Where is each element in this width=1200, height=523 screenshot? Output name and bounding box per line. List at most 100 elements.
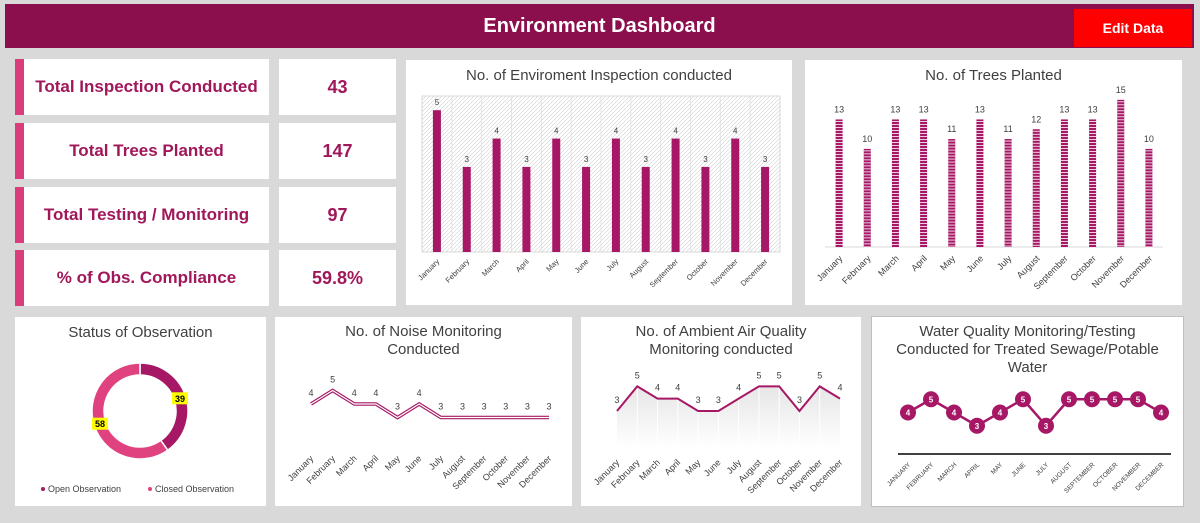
observation-slice [91,362,169,460]
inspection-data-label: 4 [733,127,738,136]
trees-data-label: 13 [975,104,985,114]
water-line [907,397,1162,428]
trees-data-label: 10 [1144,134,1154,144]
observation-slice [139,362,189,452]
water-data-label: 4 [998,409,1003,418]
inspection-data-label: 4 [554,127,559,136]
trees-bar [891,119,899,247]
kpi-value-compliance: 59.8% [279,250,396,306]
air-area [617,386,840,448]
observation-label-bg [172,392,189,405]
observation-legend-marker [41,487,45,491]
noise-data-label: 4 [417,388,422,398]
trees-bar [835,119,843,247]
observation-legend-label: Closed Observation [155,484,234,494]
inspection-x-label: June [573,257,591,275]
kpi-value-testing: 97 [279,187,396,243]
edit-data-button[interactable]: Edit Data [1074,9,1192,47]
inspection-bar [432,110,441,252]
water-chart-title: Water Quality Monitoring/Testing Conduct… [896,323,1159,376]
observation-label-bg [91,417,108,430]
inspection-x-label: July [605,257,621,273]
inspection-data-label: 3 [644,155,649,164]
air-x-label: March [637,457,662,482]
trees-x-label: July [995,253,1014,272]
inspection-x-label: April [514,257,531,274]
inspection-chart-title: No. of Enviroment Inspection conducted [466,67,732,84]
inspection-x-label: August [627,256,651,280]
noise-x-label: March [334,453,359,478]
trees-chart-title: No. of Trees Planted [925,67,1062,84]
trees-x-label: August [1015,253,1042,280]
inspection-data-label: 3 [524,155,529,164]
trees-bar [1145,148,1153,247]
water-point [1130,391,1146,408]
noise-data-label: 3 [395,402,400,412]
noise-x-label: July [427,453,446,472]
noise-data-label: 4 [308,388,313,398]
inspection-bar [641,166,650,252]
trees-bar [948,139,956,247]
trees-data-label: 11 [947,124,956,134]
trees-data-label: 13 [1088,104,1098,114]
inspection-bar [462,166,471,252]
air-chart-title: No. of Ambient Air Quality Monitoring co… [635,323,807,358]
inspection-chart: 5 3 4 3 4 3 4 3 4 3 4 3 January February March April May… [416,95,781,290]
air-data-label: 5 [777,370,782,380]
inspection-data-label: 5 [435,98,440,107]
trees-data-label: 11 [1003,124,1012,134]
water-data-label: 4 [1159,409,1164,418]
kpi-label-trees: Total Trees Planted [15,123,269,179]
trees-bar [976,119,984,247]
trees-data-label: 13 [1059,104,1069,114]
trees-data-label: 13 [919,104,929,114]
air-data-label: 4 [655,383,660,393]
kpi-label-inspection: Total Inspection Conducted [15,59,269,115]
water-point [1038,417,1054,434]
noise-data-label: 3 [438,402,443,412]
water-point [1084,391,1100,408]
noise-line-inner [310,389,549,419]
inspection-bar [731,138,740,252]
inspection-data-label: 3 [584,155,589,164]
noise-data-label: 5 [330,375,335,385]
noise-data-label: 3 [525,402,530,412]
noise-x-label: June [403,453,424,474]
trees-data-label: 13 [834,104,844,114]
trees-chart-panel: No. of Trees Planted 13 10 13 13 11 13 11 12 13 1… [805,60,1182,305]
water-point [946,404,962,421]
observation-chart: 39 58 Open Observation Closed Observation [41,362,234,494]
inspection-x-label: March [480,257,501,278]
air-data-label: 3 [614,395,619,405]
inspection-bar [492,138,501,252]
trees-bar [1004,139,1012,247]
air-line [616,385,841,413]
air-data-label: 4 [675,383,680,393]
water-data-label: 3 [1044,422,1049,431]
water-data-label: 5 [1090,395,1095,404]
water-point [923,391,939,408]
header-bar: Environment Dashboard Edit Data [5,4,1194,48]
noise-x-label: May [383,453,402,472]
trees-bar [1089,119,1097,247]
inspection-data-label: 3 [763,155,768,164]
water-point [1015,391,1031,408]
inspection-data-label: 3 [703,155,708,164]
air-x-label: April [662,457,682,477]
trees-data-label: 13 [890,104,900,114]
inspection-data-label: 4 [673,127,678,136]
water-x-label: APRIL [963,461,982,480]
observation-chart-title: Status of Observation [68,324,213,341]
water-x-label: JULY [1035,461,1051,477]
observation-data-label: 39 [175,394,185,404]
inspection-x-label: September [648,257,681,290]
air-x-label: June [702,457,723,478]
water-data-label: 5 [1136,395,1141,404]
air-data-label: 5 [817,370,822,380]
air-data-label: 3 [797,395,802,405]
